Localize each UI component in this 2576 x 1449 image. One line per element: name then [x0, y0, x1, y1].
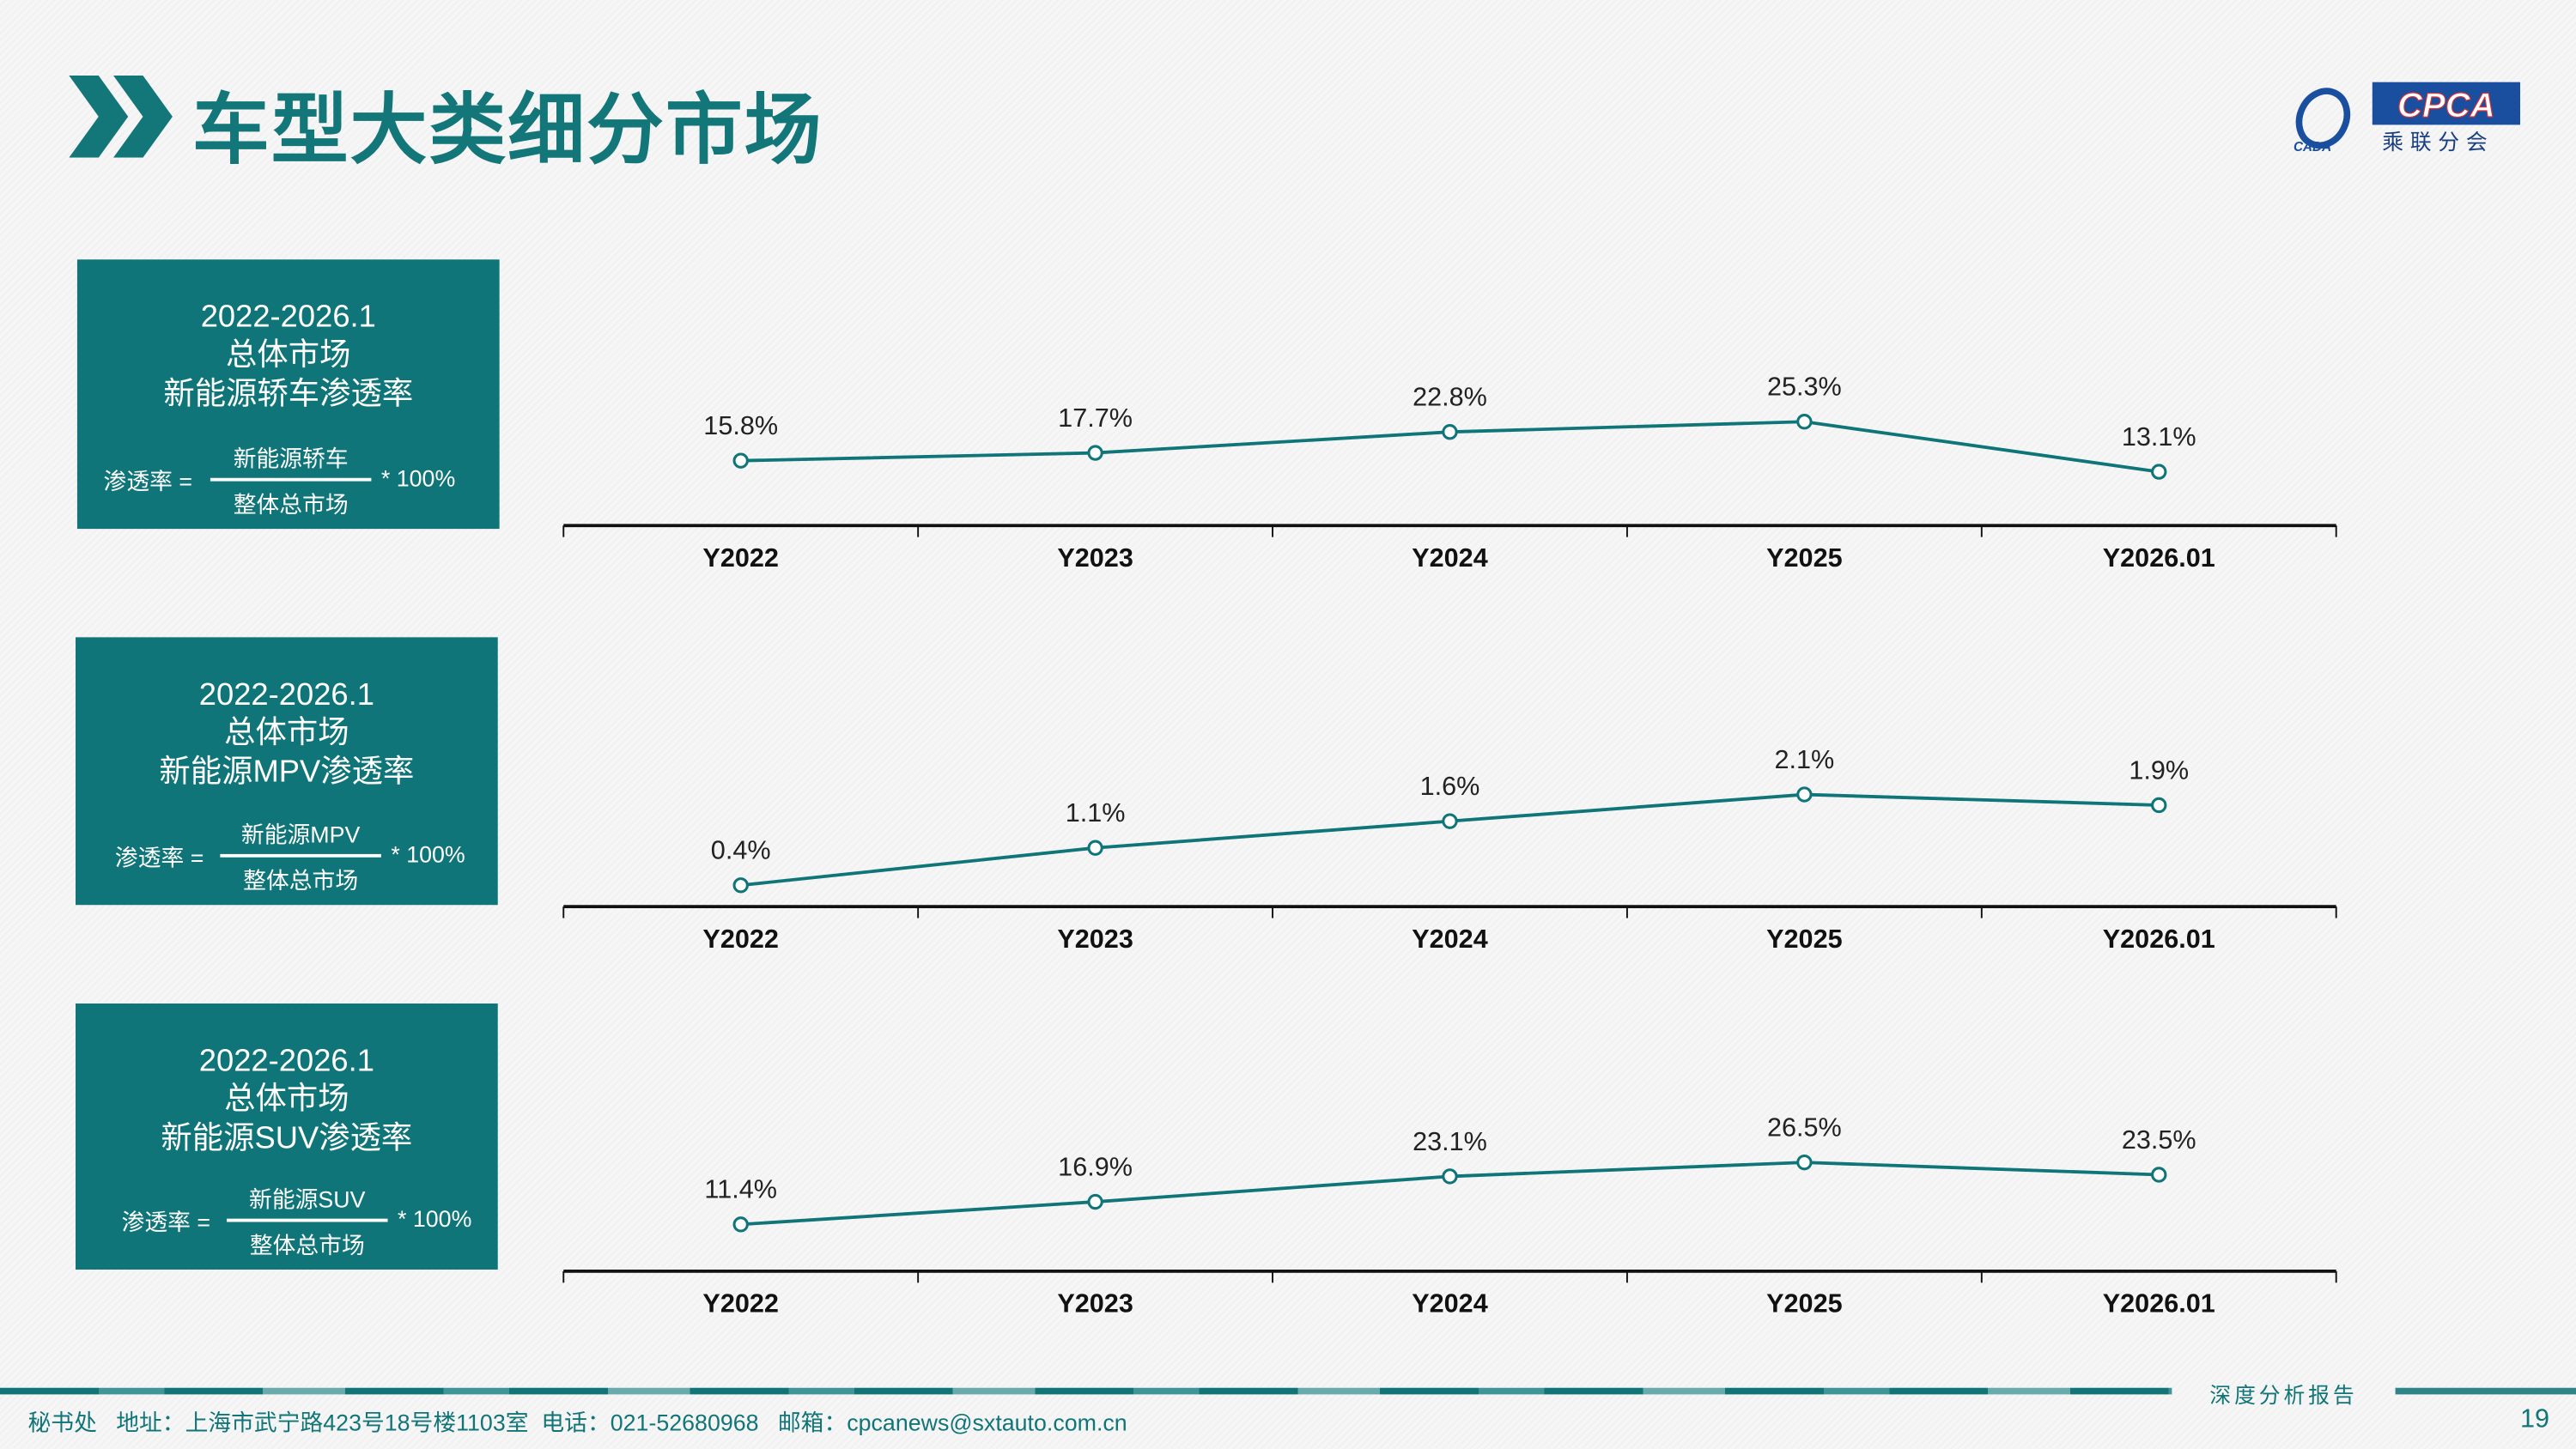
data-point — [732, 877, 749, 894]
data-point — [1796, 1154, 1813, 1171]
suv-penetration-panel: 2022-2026.1 总体市场 新能源SUV渗透率 渗透率 = 新能源SUV … — [76, 1003, 498, 1270]
panel-period: 2022-2026.1 — [198, 678, 374, 713]
data-point — [1087, 445, 1103, 461]
data-point — [1442, 1168, 1458, 1185]
panel-metric: 新能源MPV渗透率 — [159, 755, 415, 791]
data-label: 1.6% — [1420, 772, 1480, 801]
data-point — [1442, 424, 1458, 440]
page-number: 19 — [2520, 1405, 2550, 1434]
formula-multiplier: * 100% — [398, 1205, 472, 1232]
data-label: 2.1% — [1774, 745, 1834, 774]
line-chart-2: 0.4% Y2022 1.1% Y2023 1.6% Y2024 2.1% Y2025 1.9%… — [562, 745, 2337, 954]
data-label: 16.9% — [1058, 1152, 1133, 1181]
x-tick-label: Y2026.01 — [2103, 925, 2215, 954]
formula-denominator: 整体总市场 — [243, 867, 359, 894]
data-label: 23.1% — [1413, 1127, 1487, 1156]
x-tick-label: Y2023 — [1057, 925, 1133, 954]
fraction-line — [210, 477, 372, 481]
formula-label: 渗透率 = — [121, 1209, 211, 1235]
panel-market: 总体市场 — [224, 1082, 349, 1118]
formula-label: 渗透率 = — [114, 844, 204, 871]
panel-market: 总体市场 — [224, 716, 349, 751]
data-label: 11.4% — [704, 1175, 777, 1204]
data-point — [1087, 840, 1103, 856]
double-chevron-right-icon — [69, 76, 173, 158]
data-label: 1.1% — [1066, 798, 1126, 828]
fraction-line — [227, 1218, 388, 1222]
svg-text:CADA: CADA — [2293, 140, 2331, 155]
x-tick-label: Y2026.01 — [2103, 1289, 2215, 1319]
panel-market: 总体市场 — [226, 338, 351, 373]
x-tick-label: Y2022 — [702, 925, 779, 954]
sedan-penetration-panel: 2022-2026.1 总体市场 新能源轿车渗透率 渗透率 = 新能源轿车 整体… — [76, 259, 500, 530]
formula-numerator: 新能源MPV — [240, 821, 361, 848]
line-chart-1: 15.8% Y2022 17.7% Y2023 22.8% Y2024 25.3% Y2025… — [562, 373, 2337, 573]
data-point — [732, 452, 749, 469]
x-tick-label: Y2024 — [1412, 1289, 1488, 1319]
data-label: 23.5% — [2122, 1125, 2196, 1155]
panel-metric: 新能源SUV渗透率 — [161, 1121, 413, 1156]
mpv-penetration-panel: 2022-2026.1 总体市场 新能源MPV渗透率 渗透率 = 新能源MPV … — [76, 637, 498, 906]
data-point — [1442, 813, 1458, 829]
data-label: 17.7% — [1058, 403, 1133, 433]
data-point — [1796, 786, 1813, 803]
data-point — [2151, 1167, 2167, 1183]
panel-period: 2022-2026.1 — [200, 300, 376, 336]
x-tick-label: Y2025 — [1766, 543, 1843, 573]
data-point — [2151, 464, 2167, 480]
formula-denominator: 整体总市场 — [233, 491, 349, 518]
x-tick-label: Y2025 — [1766, 1289, 1843, 1319]
panel-metric: 新能源轿车渗透率 — [163, 378, 414, 413]
footer-divider — [0, 1387, 2172, 1395]
formula-multiplier: * 100% — [380, 464, 456, 492]
formula-multiplier: * 100% — [391, 840, 465, 868]
x-tick-label: Y2024 — [1412, 925, 1488, 954]
data-label: 26.5% — [1767, 1113, 1842, 1143]
x-tick-label: Y2022 — [702, 543, 779, 573]
panel-period: 2022-2026.1 — [198, 1044, 374, 1080]
x-tick-label: Y2022 — [702, 1289, 779, 1319]
x-tick-label: Y2025 — [1766, 925, 1843, 954]
data-label: 1.9% — [2129, 755, 2189, 785]
series-line — [740, 792, 2160, 888]
report-label: 深度分析报告 — [2209, 1384, 2358, 1410]
x-tick-label: Y2026.01 — [2103, 543, 2215, 573]
svg-text:乘联分会: 乘联分会 — [2382, 130, 2494, 155]
formula-label: 渗透率 = — [103, 468, 193, 494]
data-point — [732, 1216, 749, 1233]
data-label: 0.4% — [711, 836, 771, 865]
data-label: 13.1% — [2122, 422, 2196, 452]
data-point — [2151, 797, 2167, 814]
svg-text:CPCA: CPCA — [2397, 86, 2495, 124]
x-tick-label: Y2023 — [1057, 1289, 1133, 1319]
data-label: 25.3% — [1767, 373, 1842, 402]
cpca-logo: CPCA CADA 乘联分会 — [2293, 82, 2521, 155]
formula-numerator: 新能源轿车 — [233, 445, 349, 472]
data-label: 22.8% — [1413, 383, 1487, 412]
data-point — [1796, 414, 1813, 430]
fraction-line — [220, 853, 381, 857]
x-tick-label: Y2024 — [1412, 543, 1488, 573]
x-tick-label: Y2023 — [1057, 543, 1133, 573]
footer-address: 秘书处 地址：上海市武宁路423号18号楼1103室 电话：021-526809… — [27, 1409, 1127, 1436]
line-chart-3: 11.4% Y2022 16.9% Y2023 23.1% Y2024 26.5% Y2025… — [562, 1113, 2337, 1319]
formula-denominator: 整体总市场 — [249, 1231, 365, 1258]
footer-divider-right — [2395, 1387, 2576, 1395]
data-point — [1087, 1193, 1103, 1210]
data-label: 15.8% — [703, 411, 778, 440]
page-title: 车型大类细分市场 — [191, 85, 823, 176]
formula-numerator: 新能源SUV — [249, 1185, 366, 1213]
